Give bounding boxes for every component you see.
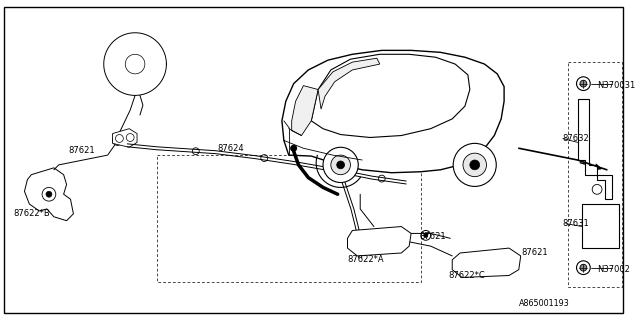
Polygon shape (282, 50, 504, 173)
Circle shape (580, 264, 587, 271)
Text: 87622*B: 87622*B (13, 209, 51, 218)
Circle shape (323, 147, 358, 182)
Text: N37002: N37002 (597, 265, 630, 274)
Circle shape (115, 139, 120, 142)
Text: 87622*A: 87622*A (348, 255, 384, 264)
Text: N370031: N370031 (597, 81, 636, 90)
Circle shape (331, 155, 351, 175)
Polygon shape (452, 248, 521, 277)
Text: 87624: 87624 (218, 144, 244, 153)
Circle shape (337, 161, 344, 169)
Polygon shape (582, 204, 619, 248)
Text: A865001193: A865001193 (519, 300, 570, 308)
Circle shape (453, 143, 496, 187)
Circle shape (470, 160, 479, 170)
Polygon shape (311, 54, 470, 138)
Polygon shape (318, 58, 380, 109)
Text: 87621: 87621 (522, 249, 548, 258)
Circle shape (424, 233, 428, 237)
Circle shape (362, 238, 367, 243)
Text: 87621: 87621 (419, 232, 445, 241)
Text: 87621: 87621 (68, 146, 95, 155)
Polygon shape (577, 99, 612, 199)
Circle shape (467, 260, 471, 265)
Text: 87622*C: 87622*C (448, 271, 485, 280)
Polygon shape (348, 227, 411, 256)
Circle shape (463, 153, 486, 177)
Circle shape (46, 191, 52, 197)
Circle shape (291, 145, 296, 151)
Polygon shape (292, 86, 318, 136)
Text: 87632: 87632 (563, 134, 589, 143)
Circle shape (580, 80, 587, 87)
Polygon shape (24, 168, 74, 221)
Text: 87631: 87631 (563, 219, 589, 228)
Polygon shape (113, 129, 137, 147)
